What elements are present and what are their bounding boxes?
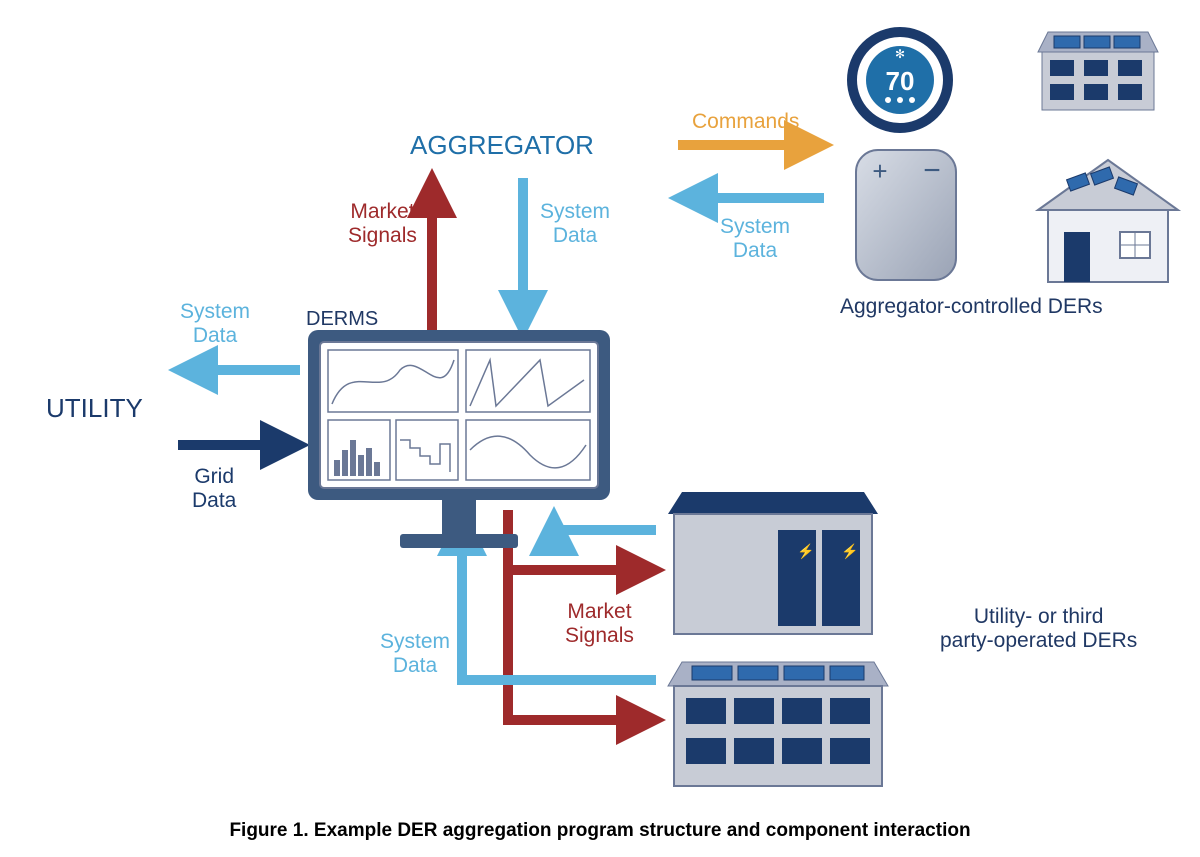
arrow-system-data-lower-2 [462,516,656,680]
derms-monitor-icon [308,330,610,548]
svg-text:+: + [872,156,887,186]
solar-building-large-icon [668,662,888,786]
aggregator-ders-label: Aggregator-controlled DERs [840,295,1103,319]
house-icon [1038,160,1178,282]
derms-label: DERMS [306,308,378,331]
arrow-market-signals-lower-1 [508,510,656,570]
thermostat-value: 70 [886,66,915,96]
figure-caption: Figure 1. Example DER aggregation progra… [0,820,1200,842]
label-grid-data: Grid Data [192,465,236,513]
label-system-data-top: System Data [540,200,610,248]
arrow-system-data-lower-1 [554,516,656,530]
svg-text:−: − [923,154,941,187]
battery-icon: + − [856,150,956,280]
label-system-data-lower: System Data [380,630,450,678]
svg-text:⚡: ⚡ [841,543,858,560]
label-commands: Commands [692,110,799,134]
aggregator-title: AGGREGATOR [410,130,594,161]
utility-ders-label: Utility- or third party-operated DERs [940,605,1137,653]
svg-text:⚡: ⚡ [797,543,814,560]
svg-text:✻: ✻ [895,47,905,61]
utility-title: UTILITY [46,393,143,424]
storage-building-icon: ⚡ ⚡ [668,492,878,634]
label-market-signals-lower: Market Signals [565,600,634,648]
solar-building-small-icon [1038,32,1158,110]
label-system-data-left: System Data [180,300,250,348]
label-system-data-agg: System Data [720,215,790,263]
label-market-signals-top: Market Signals [348,200,417,248]
thermostat-icon: ✻ 70 [852,32,948,128]
diagram-canvas: ✻ 70 + − [0,0,1200,857]
